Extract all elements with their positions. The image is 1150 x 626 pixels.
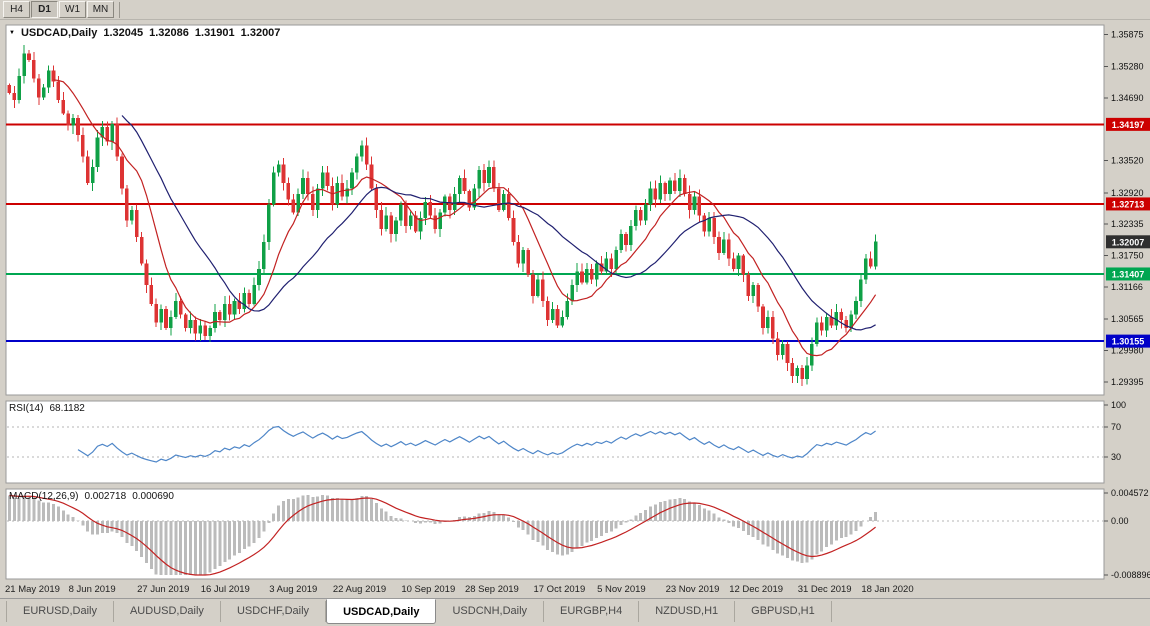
rsi-tick-label: 70 [1111,422,1121,432]
tab-usdcad-daily[interactable]: USDCAD,Daily [326,599,437,624]
date-label: 12 Dec 2019 [729,584,783,595]
tab-audusd-daily[interactable]: AUDUSD,Daily [114,601,221,622]
tab-gbpusd-h1[interactable]: GBPUSD,H1 [735,601,832,622]
timeframe-button-w1[interactable]: W1 [59,1,86,18]
price-tick-label: 1.32335 [1111,219,1144,229]
price-level-badge [1106,334,1150,348]
price-level-badge-label: 1.31407 [1112,269,1145,279]
price-tick-label: 1.29395 [1111,377,1144,387]
tab-usdchf-daily[interactable]: USDCHF,Daily [221,601,327,622]
timeframe-button-d1[interactable]: D1 [31,1,58,18]
chart-window: 1.35875 1.35280 1.34690 1.33520 1.32920 1.323… [0,20,1150,598]
macd-histogram [7,495,878,575]
price-level-badge [1106,117,1150,131]
price-tick-label: 1.31750 [1111,251,1144,261]
date-label: 18 Jan 2020 [861,584,913,595]
price-tick-label: 1.30565 [1111,314,1144,324]
date-label: 8 Jun 2019 [69,584,116,595]
macd-tick-label: 0.004572 [1111,488,1149,498]
rsi-axis[interactable]: 100 70 30 [1104,400,1126,462]
ma-slow-line[interactable] [121,115,876,331]
price-level-badge-label: 1.34197 [1112,120,1145,130]
chart-tabs-bar: EURUSD,Daily AUDUSD,Daily USDCHF,Daily U… [0,598,1150,626]
timeframe-button-h4[interactable]: H4 [3,1,30,18]
tab-eurgbp-h4[interactable]: EURGBP,H4 [544,601,640,622]
price-tick-label: 1.35875 [1111,29,1144,39]
date-label: 17 Oct 2019 [533,584,585,595]
macd-signal-line [9,494,876,576]
timeframe-button-mn[interactable]: MN [87,1,114,18]
tab-usdcnh-daily[interactable]: USDCNH,Daily [436,601,545,622]
price-level-badge-label: 1.30155 [1112,337,1145,347]
date-label: 3 Aug 2019 [269,584,317,595]
macd-tick-label: 0.00 [1111,516,1129,526]
date-label: 16 Jul 2019 [201,584,250,595]
price-axis[interactable]: 1.35875 1.35280 1.34690 1.33520 1.32920 1.323… [1104,29,1144,387]
date-label: 10 Sep 2019 [401,584,455,595]
rsi-tick-label: 100 [1111,400,1126,410]
ma-fast-line[interactable] [53,79,877,357]
price-tick-label: 1.34690 [1111,93,1144,103]
chart-menu-icon[interactable]: ▼ [9,30,15,36]
toolbar-separator [119,1,120,18]
rsi-tick-label: 30 [1111,452,1121,462]
price-level-badge [1106,197,1150,211]
tab-eurusd-daily[interactable]: EURUSD,Daily [6,601,114,622]
date-label: 5 Nov 2019 [597,584,646,595]
date-label: 28 Sep 2019 [465,584,519,595]
price-tick-label: 1.35280 [1111,61,1144,71]
date-label: 31 Dec 2019 [798,584,852,595]
price-tick-label: 1.31166 [1111,282,1143,292]
price-level-badge [1106,267,1150,281]
current-price-badge [1106,235,1150,249]
price-tick-label: 1.33520 [1111,156,1144,166]
macd-axis[interactable]: 0.004572 0.00 -0.008896 [1104,488,1150,580]
date-axis[interactable]: 21 May 2019 8 Jun 2019 27 Jun 2019 16 Jul 2… [5,584,914,595]
price-tick-label: 1.29980 [1111,345,1144,355]
timeframe-toolbar: H4 D1 W1 MN [0,0,1150,20]
date-label: 27 Jun 2019 [137,584,189,595]
macd-tick-label: -0.008896 [1111,570,1150,580]
price-chart-canvas[interactable]: 1.35875 1.35280 1.34690 1.33520 1.32920 1.323… [0,20,1150,598]
date-label: 21 May 2019 [5,584,60,595]
tab-nzdusd-h1[interactable]: NZDUSD,H1 [639,601,736,622]
rsi-line [77,425,876,463]
date-label: 23 Nov 2019 [666,584,720,595]
price-level-badge-label: 1.32713 [1112,199,1145,209]
price-tick-label: 1.32920 [1111,188,1144,198]
current-price-badge-label: 1.32007 [1112,237,1145,247]
date-label: 22 Aug 2019 [333,584,386,595]
